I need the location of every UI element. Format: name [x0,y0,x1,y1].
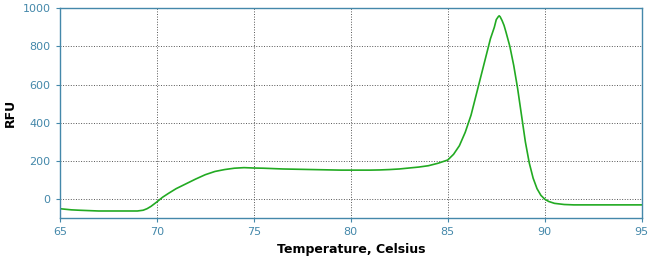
X-axis label: Temperature, Celsius: Temperature, Celsius [276,243,425,256]
Y-axis label: RFU: RFU [4,99,17,127]
